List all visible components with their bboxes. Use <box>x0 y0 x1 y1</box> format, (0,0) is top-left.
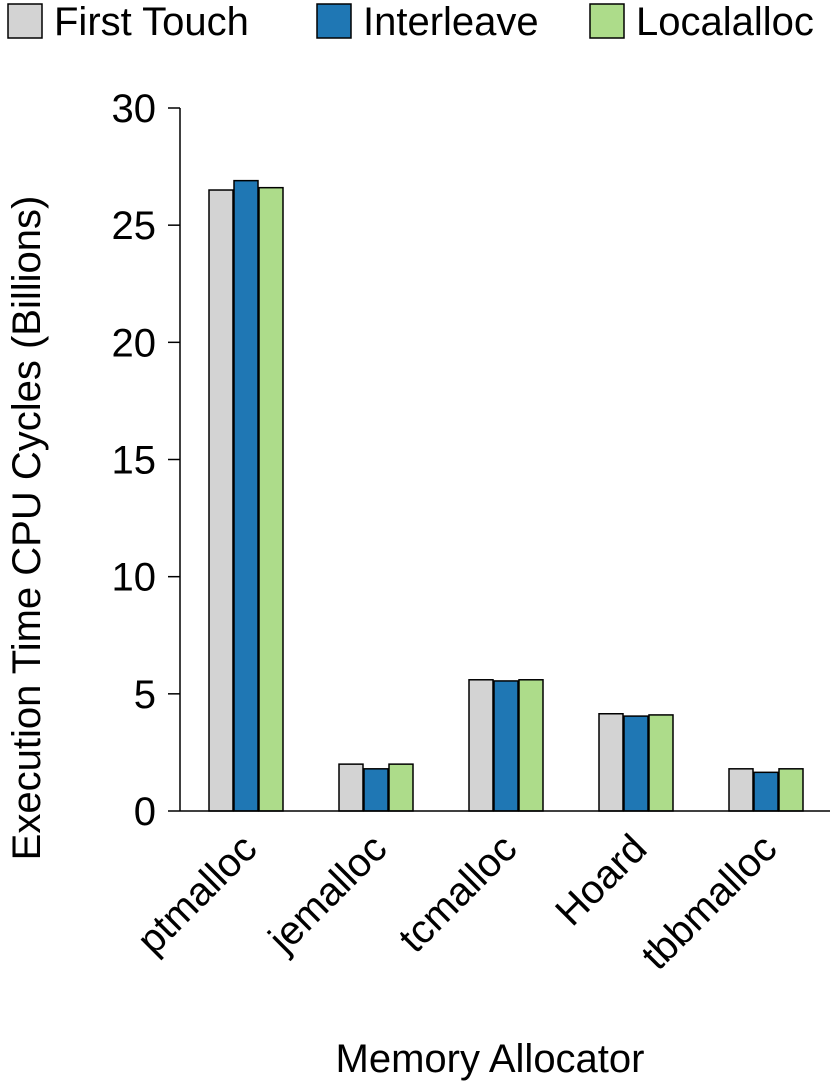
bar-jemalloc-interleave <box>363 768 389 812</box>
y-tick-label: 0 <box>134 790 156 834</box>
legend-label: Localalloc <box>636 0 814 44</box>
bar-tcmalloc-localalloc <box>518 679 544 812</box>
bar-hoard-interleave <box>623 715 649 812</box>
bar-jemalloc-first-touch <box>338 763 364 812</box>
bar-hoard-first-touch <box>598 713 624 812</box>
y-tick-label: 20 <box>112 321 157 365</box>
bar-tbbmalloc-localalloc <box>778 768 804 812</box>
legend-swatch <box>7 3 43 39</box>
bar-tbbmalloc-first-touch <box>728 768 754 812</box>
x-axis-title: Memory Allocator <box>336 1037 645 1081</box>
legend-swatch <box>316 3 352 39</box>
bar-tbbmalloc-interleave <box>753 771 779 812</box>
legend-label: First Touch <box>54 0 249 44</box>
bar-ptmalloc-localalloc <box>258 186 284 812</box>
y-tick-label: 5 <box>134 673 156 717</box>
x-tick-label: tcmalloc <box>391 826 526 961</box>
y-tick-label: 10 <box>112 556 157 600</box>
legend-label: Interleave <box>363 0 539 44</box>
x-tick-label: ptmalloc <box>129 826 265 962</box>
bars <box>208 179 804 812</box>
x-tick-label: jemalloc <box>260 826 396 962</box>
bar-jemalloc-localalloc <box>388 763 414 812</box>
x-tick-label: tbbmalloc <box>633 826 785 978</box>
bar-ptmalloc-interleave <box>233 179 259 812</box>
bar-hoard-localalloc <box>648 714 674 812</box>
legend: First Touch Interleave Localalloc <box>7 0 814 44</box>
bar-tcmalloc-first-touch <box>468 679 494 812</box>
y-tick-label: 15 <box>112 439 157 483</box>
legend-swatch <box>589 3 625 39</box>
y-tick-label: 30 <box>112 87 157 131</box>
bar-ptmalloc-first-touch <box>208 189 234 812</box>
y-axis: 0 5 10 15 20 25 30 <box>112 87 181 834</box>
x-tick-label: Hoard <box>547 826 655 934</box>
bar-tcmalloc-interleave <box>493 680 519 812</box>
y-tick-label: 25 <box>112 204 157 248</box>
y-axis-title: Execution Time CPU Cycles (Billions) <box>5 196 49 861</box>
